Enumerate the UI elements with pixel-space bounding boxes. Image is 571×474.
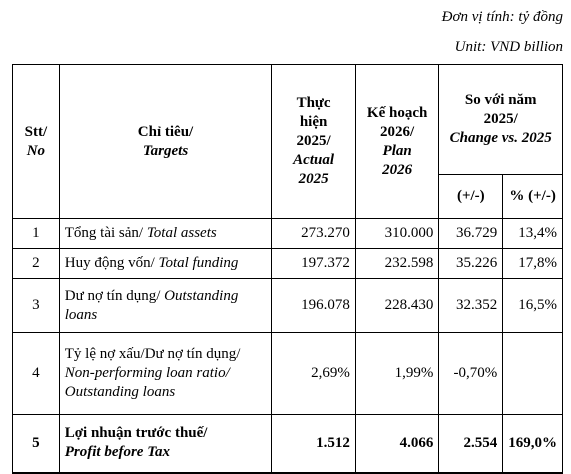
unit-label-vn: Đơn vị tính: tỷ đồng bbox=[441, 9, 563, 25]
header-actual-2025: Thực hiện 2025/Actual 2025 bbox=[271, 64, 356, 219]
table-row: 1 Tổng tài sản/ Total assets 273.270 310… bbox=[12, 218, 563, 249]
header-targets: Chỉ tiêu/Targets bbox=[58, 64, 273, 219]
table-row: 3 Dư nợ tín dụng/ Outstanding loans 196.0… bbox=[12, 278, 563, 333]
header-abs-change: (+/-) bbox=[438, 174, 504, 219]
table-row: 2 Huy động vốn/ Total funding 197.372 23… bbox=[12, 248, 563, 279]
header-plan-2026: Kế hoạch 2026/ Plan 2026 bbox=[354, 64, 440, 219]
header-pct-change: % (+/-) bbox=[502, 174, 563, 219]
header-change: So với năm 2025/ Change vs. 2025 bbox=[438, 64, 563, 175]
table-row: 5 Lợi nhuận trước thuế/Profit before Tax… bbox=[12, 414, 563, 474]
targets-table: Stt/No Chỉ tiêu/Targets Thực hiện 2025/Ac… bbox=[12, 64, 563, 474]
unit-label-en: Unit: VND billion bbox=[454, 39, 563, 55]
header-stt: Stt/No bbox=[12, 64, 60, 219]
table-row: 4 Tỷ lệ nợ xấu/Dư nợ tín dụng/Non-perfor… bbox=[12, 332, 563, 415]
